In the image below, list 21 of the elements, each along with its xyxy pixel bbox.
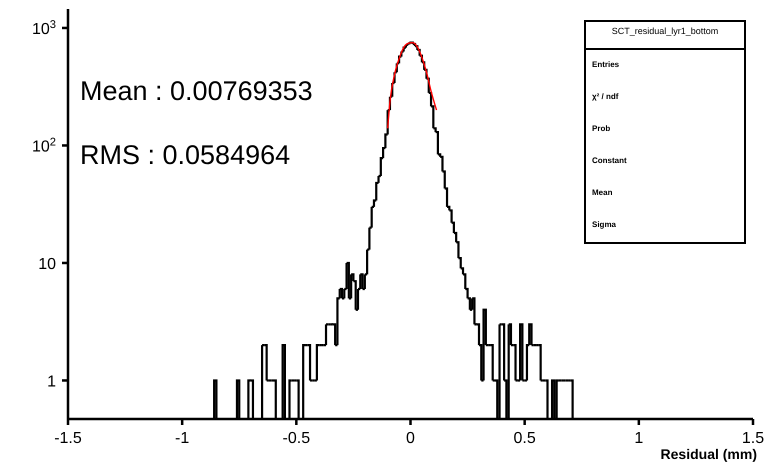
y-tick-label: 10$^{2}$ — [32, 136, 56, 156]
annotation: Mean : 0.00769353 — [80, 76, 313, 107]
annotation: Constant — [592, 156, 627, 165]
x-tick-label: -1.5 — [54, 430, 82, 447]
y-tick-label: 10$^{3}$ — [32, 18, 56, 38]
annotation: Prob — [592, 124, 610, 133]
annotation: RMS : 0.0584964 — [80, 140, 290, 171]
chart-title: SCT_residual_lyr1_bottom — [612, 26, 718, 36]
y-tick-label: 1 — [47, 373, 56, 390]
y-tick-label: 10 — [38, 256, 56, 273]
x-tick-label: -0.5 — [282, 430, 310, 447]
annotation: Entries — [592, 60, 620, 69]
x-axis-title: Residual (mm) — [660, 446, 757, 462]
x-tick-label: 1 — [634, 430, 644, 447]
annotation: Mean — [592, 188, 612, 197]
x-tick-label: 0.5 — [514, 430, 536, 447]
annotation: Sigma — [592, 220, 616, 229]
x-tick-label: 0 — [406, 430, 416, 447]
x-tick-label: 1.5 — [742, 430, 764, 447]
x-tick-label: -1 — [175, 430, 190, 447]
annotation: χ² / ndf — [592, 92, 618, 101]
